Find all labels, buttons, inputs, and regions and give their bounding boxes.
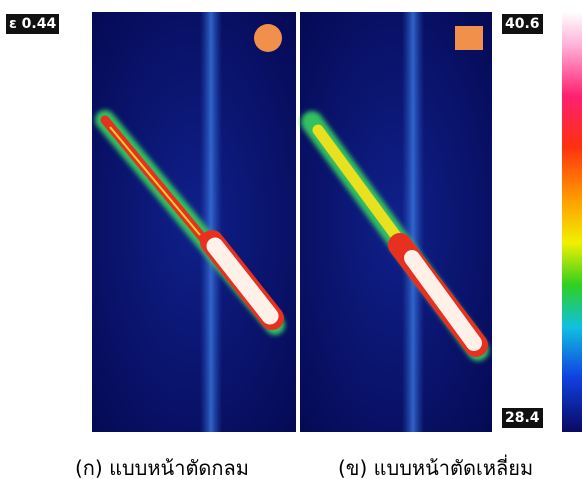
thermal-image-round [92, 12, 296, 432]
color-scale [562, 12, 582, 432]
emissivity-label: ε 0.44 [6, 14, 59, 34]
figure: ε 0.44 40.6 28.4 (ก) แบบหน้าตัดกลม (ข) แ… [0, 0, 582, 479]
caption: (ก) แบบหน้าตัดกลม [75, 452, 249, 479]
scale-min-label: 28.4 [502, 408, 543, 428]
scale-max-label: 40.6 [502, 14, 543, 34]
thermal-image-square [300, 12, 492, 432]
thermal-images [0, 0, 582, 479]
caption: (ข) แบบหน้าตัดเหลี่ยม [338, 452, 533, 479]
